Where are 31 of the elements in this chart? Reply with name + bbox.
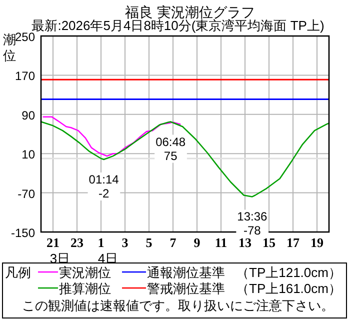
annotation: 13:36 -78 [237,210,268,238]
legend-label: 警戒潮位基準 （TP上161.0cm） [147,281,342,296]
x-tick-label: 19 [310,235,324,250]
x-tick-label: 5 [146,235,153,250]
x-tick-label: 21 [46,235,60,250]
x-tick-label: 9 [194,235,201,250]
x-tick-label: 7 [170,235,177,250]
x-tick-label: 17 [286,235,300,250]
y-axis-title: 潮位 [3,32,16,63]
y-tick-label: 170 [14,69,36,84]
annotation: 06:48 75 [156,134,186,163]
chart-subtitle: 最新:2026年5月4日8時10分(東京湾平均海面 TP上) [32,18,324,33]
x-tick-label: 11 [214,235,228,250]
y-tick-label: -150 [10,226,36,240]
legend-label: 通報潮位基準 （TP上121.0cm） [147,265,342,280]
legend-label: 推算潮位 [59,281,111,296]
y-tick-label: -70 [18,186,36,201]
text: この観測値は速報値です。取り扱いにご注意下さい。 [22,298,334,313]
x-tick-label: 23 [70,235,84,250]
legend-title: 凡例 [5,265,31,280]
y-tick-label: 250 [14,30,36,44]
line-series [40,121,330,198]
x-tick-label: 3 [122,235,129,250]
x-tick-label: 1 [98,235,104,250]
x-tick-label: 15 [262,235,276,250]
legend-label: 実況潮位 [59,265,111,280]
chart-title: 福良 実況潮位グラフ [125,4,255,20]
y-tick-label: 10 [22,148,36,162]
annotation: 01:14 -2 [88,172,120,200]
y-tick-label: 90 [22,108,36,122]
x-tick-label: 13 [238,235,252,250]
